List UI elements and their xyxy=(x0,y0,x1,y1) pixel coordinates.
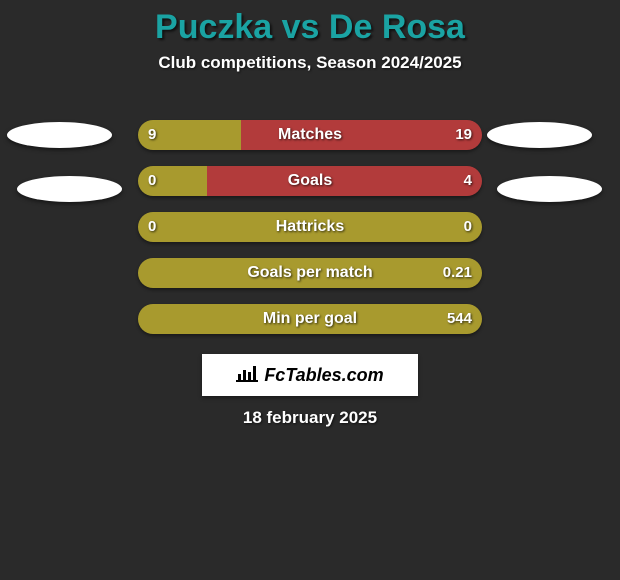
stat-label: Matches xyxy=(138,120,482,150)
stat-bar: Min per goal xyxy=(138,304,482,334)
stat-row-min-per-goal: Min per goal 544 xyxy=(0,304,620,334)
comparison-widget: Puczka vs De Rosa Club competitions, Sea… xyxy=(0,0,620,580)
date-container: 18 february 2025 xyxy=(0,408,620,428)
page-title: Puczka vs De Rosa xyxy=(155,8,465,46)
stat-row-hattricks: 0 Hattricks 0 xyxy=(0,212,620,242)
stat-value-right: 0 xyxy=(464,212,472,242)
stats-chart: 9 Matches 19 0 Goals 4 0 Hattricks xyxy=(0,120,620,350)
stat-value-left: 0 xyxy=(148,212,156,242)
stat-value-right: 19 xyxy=(455,120,472,150)
brand-logo[interactable]: FcTables.com xyxy=(202,354,418,396)
stat-bar: Goals xyxy=(138,166,482,196)
stat-value-right: 4 xyxy=(464,166,472,196)
date-text: 18 february 2025 xyxy=(243,408,377,427)
stat-row-matches: 9 Matches 19 xyxy=(0,120,620,150)
stat-value-left: 0 xyxy=(148,166,156,196)
subtitle-container: Club competitions, Season 2024/2025 xyxy=(0,53,620,73)
stat-row-goals-per-match: Goals per match 0.21 xyxy=(0,258,620,288)
stat-value-right: 0.21 xyxy=(443,258,472,288)
brand-text: FcTables.com xyxy=(264,365,383,386)
stat-bar: Goals per match xyxy=(138,258,482,288)
stat-bar: Hattricks xyxy=(138,212,482,242)
stat-value-right: 544 xyxy=(447,304,472,334)
page-subtitle: Club competitions, Season 2024/2025 xyxy=(158,53,461,72)
title-container: Puczka vs De Rosa xyxy=(0,0,620,47)
stat-label: Hattricks xyxy=(138,212,482,242)
chart-icon xyxy=(236,364,258,387)
stat-value-left: 9 xyxy=(148,120,156,150)
stat-bar: Matches xyxy=(138,120,482,150)
stat-label: Goals per match xyxy=(138,258,482,288)
stat-row-goals: 0 Goals 4 xyxy=(0,166,620,196)
stat-label: Min per goal xyxy=(138,304,482,334)
stat-label: Goals xyxy=(138,166,482,196)
